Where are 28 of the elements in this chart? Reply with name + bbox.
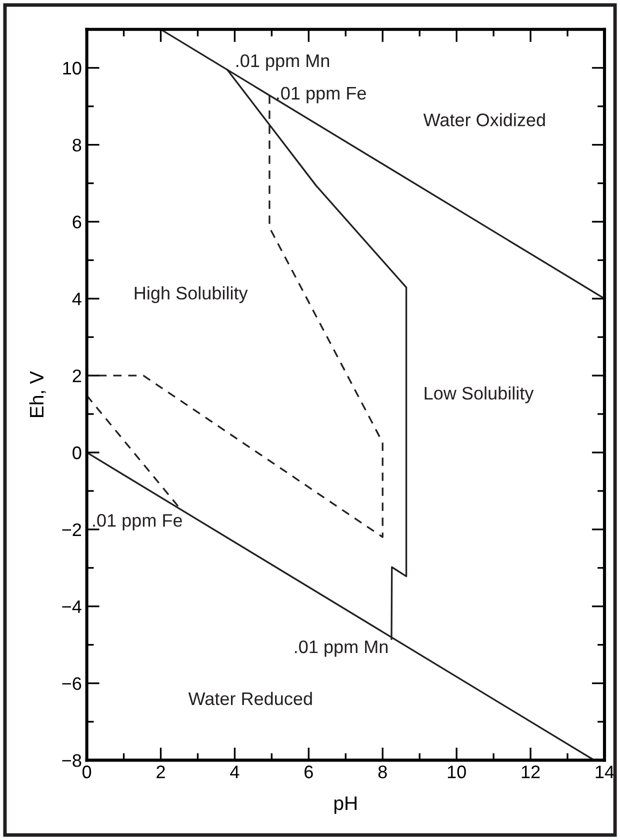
annotation: Water Reduced bbox=[188, 692, 312, 706]
y-tick-label: 0 bbox=[72, 446, 82, 460]
x-tick-label: 6 bbox=[304, 766, 313, 778]
annotation: .01 ppm Mn bbox=[295, 640, 388, 657]
x-axis-title: pH bbox=[334, 796, 356, 814]
annotation: High Solubility bbox=[134, 286, 248, 304]
annotation: Low Solubility bbox=[424, 386, 534, 404]
x-tick-label: 10 bbox=[448, 766, 466, 778]
y-tick-label: 10 bbox=[63, 62, 82, 75]
y-tick-label: −6 bbox=[62, 677, 82, 690]
annotation: Water Oxidized bbox=[423, 113, 545, 126]
annotation: .01 ppm Mn bbox=[236, 54, 330, 71]
y-axis-title: Eh, V bbox=[29, 371, 46, 417]
annotation: .01 ppm Fe bbox=[93, 514, 182, 530]
x-tick-label: 8 bbox=[378, 766, 387, 778]
y-tick-label: −8 bbox=[62, 754, 82, 767]
y-tick-label: −4 bbox=[62, 600, 82, 613]
y-tick-label: 6 bbox=[72, 216, 82, 228]
y-tick-label: 2 bbox=[72, 370, 82, 382]
annotation: .01 ppm Fe bbox=[277, 86, 366, 104]
y-tick-label: 8 bbox=[72, 138, 82, 152]
y-tick-label: −2 bbox=[62, 523, 82, 536]
x-tick-label: 4 bbox=[230, 766, 240, 778]
x-tick-label: 14 bbox=[596, 766, 614, 778]
x-tick-label: 2 bbox=[156, 766, 165, 778]
y-tick-label: 4 bbox=[72, 292, 82, 306]
x-tick-label: 0 bbox=[82, 766, 92, 778]
x-tick-label: 12 bbox=[522, 766, 540, 778]
